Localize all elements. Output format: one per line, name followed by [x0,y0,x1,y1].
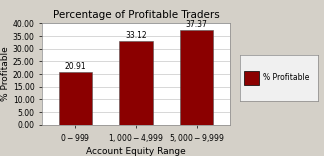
Bar [59,72,92,125]
Text: 37.37: 37.37 [186,20,208,29]
Bar [180,30,214,125]
Text: 20.91: 20.91 [65,61,86,71]
Text: 33.12: 33.12 [125,31,147,40]
X-axis label: Account Equity Range: Account Equity Range [86,147,186,156]
Bar [244,71,259,85]
Y-axis label: % Profitable: % Profitable [1,47,10,101]
Bar [120,41,153,125]
Text: % Profitable: % Profitable [263,73,309,83]
Title: Percentage of Profitable Traders: Percentage of Profitable Traders [53,10,219,20]
